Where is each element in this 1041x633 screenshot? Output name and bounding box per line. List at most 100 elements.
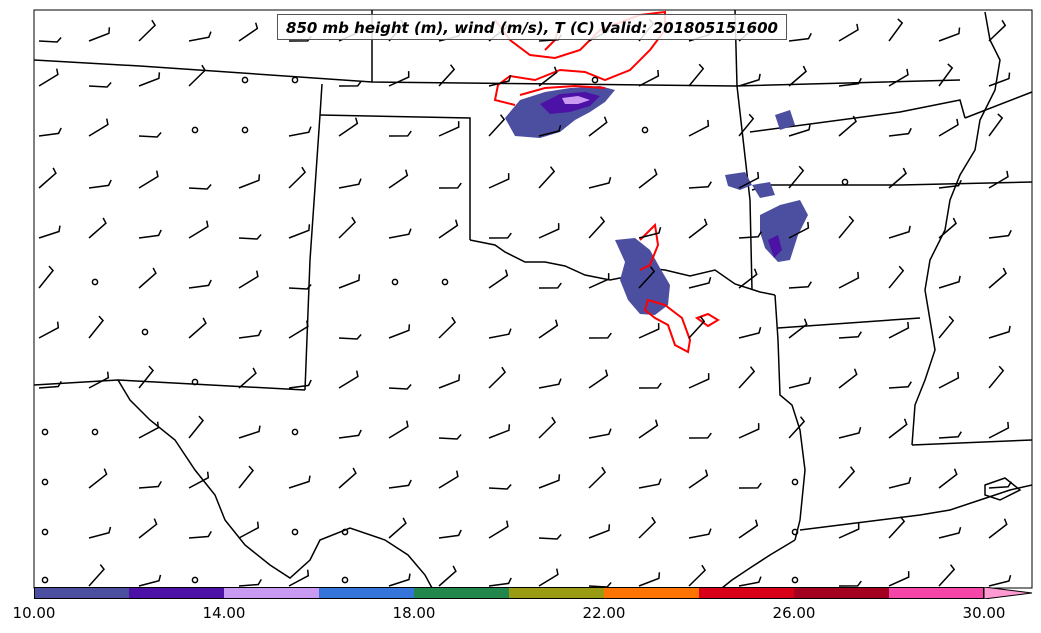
colorbar-extend-arrow <box>984 587 1033 599</box>
calm-wind-marker <box>441 278 449 286</box>
wind-barb <box>688 181 712 189</box>
wind-barb <box>488 520 509 539</box>
wind-barb <box>588 216 606 239</box>
wind-barb <box>288 379 312 389</box>
wind-barb <box>338 80 362 87</box>
calm-wind-marker <box>291 76 299 84</box>
wind-barb <box>138 19 157 42</box>
wind-barb <box>788 416 806 439</box>
wind-barb <box>688 432 712 439</box>
wind-barb <box>138 267 157 289</box>
wind-barb <box>238 425 261 439</box>
wind-barb <box>188 317 207 339</box>
wind-barb <box>88 118 109 137</box>
wind-barb <box>938 315 955 339</box>
wind-barb <box>788 123 811 137</box>
wind-barb <box>288 126 312 137</box>
wind-barb <box>738 326 762 339</box>
wind-barb <box>388 71 410 87</box>
wind-barb <box>38 127 62 137</box>
wind-barb <box>338 429 362 439</box>
wind-barb <box>588 524 611 539</box>
wind-barb <box>588 369 609 389</box>
wind-barb <box>288 224 311 239</box>
wind-barb <box>638 323 660 339</box>
calm-wind-marker <box>591 76 599 84</box>
colorbar-segment <box>414 587 509 599</box>
colorbar-segment <box>794 587 889 599</box>
wind-barb <box>488 173 510 189</box>
colorbar-outline <box>34 587 984 599</box>
wind-barb <box>838 215 855 239</box>
wind-barb <box>438 434 462 440</box>
wind-barb <box>938 27 961 42</box>
wind-barb <box>438 374 461 389</box>
wind-barb <box>88 179 112 189</box>
wind-barb <box>538 319 559 339</box>
wind-barb <box>338 216 357 239</box>
wind-barb <box>188 184 212 190</box>
wind-barb <box>338 334 362 340</box>
wind-barb <box>838 580 862 587</box>
wind-barb <box>388 479 412 489</box>
wind-barb <box>888 516 906 539</box>
wind-barb <box>888 381 912 389</box>
wind-barb <box>388 517 407 539</box>
wind-barb <box>388 384 412 390</box>
shaded-area-small-2 <box>775 110 795 130</box>
wind-barb <box>938 526 962 539</box>
wind-barb <box>988 481 1012 489</box>
wind-barb <box>38 68 59 87</box>
calm-wind-marker <box>41 576 49 584</box>
wind-barb <box>238 270 259 289</box>
wind-barb <box>588 428 612 439</box>
calm-wind-marker <box>291 528 299 536</box>
colorbar-segment <box>699 587 794 599</box>
wind-barb <box>988 267 1007 289</box>
wind-barb <box>588 273 610 289</box>
wind-barb <box>188 220 209 239</box>
wind-barb <box>788 281 812 289</box>
wind-barb <box>438 121 460 137</box>
wind-barb <box>438 470 459 489</box>
wind-barb <box>488 424 511 439</box>
wind-barb <box>238 234 262 240</box>
wind-barb <box>788 32 812 42</box>
wind-barb <box>288 569 310 587</box>
shaded-area-central <box>615 238 670 315</box>
wind-barb <box>788 318 808 339</box>
shaded-field <box>505 86 808 315</box>
calm-wind-marker <box>41 428 49 436</box>
wind-barb <box>38 37 62 43</box>
calm-wind-marker <box>791 528 799 536</box>
wind-barb <box>988 19 1007 42</box>
wind-barb <box>988 325 1011 339</box>
wind-barb <box>438 64 456 87</box>
wind-barb <box>788 165 805 189</box>
wind-barb <box>688 63 705 87</box>
wind-barb <box>938 564 956 587</box>
wind-barb <box>638 516 657 539</box>
wind-barb <box>488 114 506 137</box>
wind-barb <box>688 276 712 289</box>
wind-barb <box>538 534 562 540</box>
wind-barb <box>638 168 658 189</box>
calm-wind-marker <box>341 528 349 536</box>
colorbar-tick-6: 30.00 <box>962 604 1006 622</box>
wind-barb <box>238 367 257 389</box>
wind-barb <box>88 217 107 239</box>
calm-wind-marker <box>791 478 799 486</box>
wind-barb <box>538 166 556 189</box>
wind-barb <box>738 73 761 87</box>
wind-barb <box>588 332 612 339</box>
calm-wind-marker <box>41 528 49 536</box>
wind-barb <box>538 474 561 489</box>
wind-barb <box>488 74 512 87</box>
wind-barb <box>388 420 409 439</box>
wind-barb <box>638 69 660 87</box>
calm-wind-marker <box>791 576 799 584</box>
wind-barb <box>738 366 756 389</box>
colorbar-segment <box>604 587 699 599</box>
wind-barb <box>638 478 662 489</box>
colorbar-segment <box>224 587 319 599</box>
